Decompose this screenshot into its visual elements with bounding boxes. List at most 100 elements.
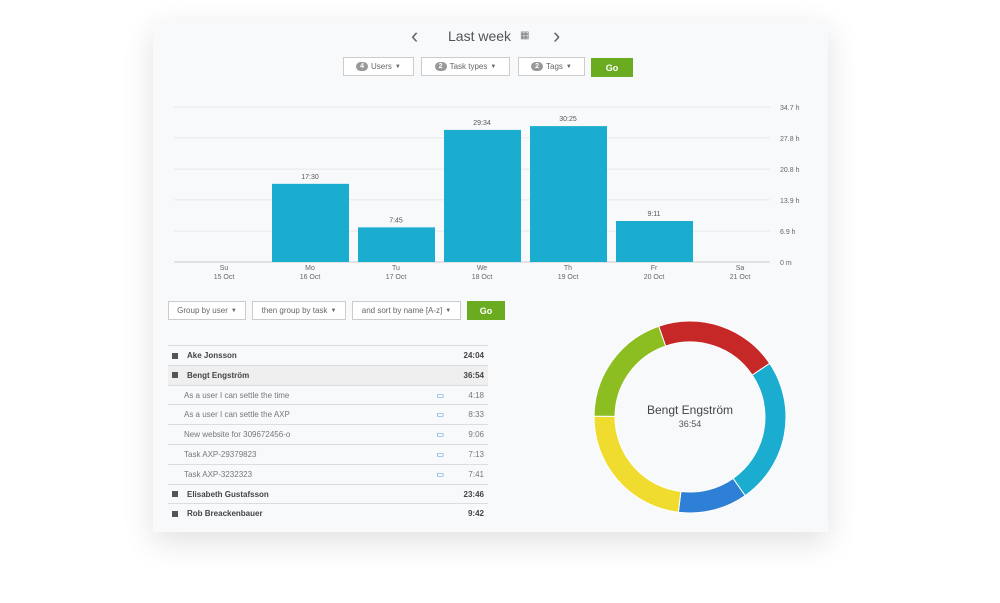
bar[interactable] bbox=[272, 183, 349, 262]
donut-subtitle: 36:54 bbox=[679, 419, 702, 429]
bar-value-label: 30:25 bbox=[559, 116, 577, 123]
tags-label: Tags bbox=[546, 62, 563, 71]
then-group-select[interactable]: then group by task ▼ bbox=[252, 301, 346, 320]
caret-down-icon: ▼ bbox=[330, 307, 337, 314]
x-date-label: 18 Oct bbox=[472, 274, 493, 281]
comment-icon[interactable]: ▭ bbox=[436, 469, 444, 479]
expand-icon[interactable] bbox=[172, 372, 178, 379]
user-row[interactable]: Bengt Engström 36:54 bbox=[168, 364, 488, 385]
comment-icon[interactable]: ▭ bbox=[436, 410, 444, 420]
x-date-label: 15 Oct bbox=[214, 274, 235, 281]
row-name: Bengt Engström bbox=[187, 370, 250, 380]
next-week-button[interactable]: › bbox=[553, 23, 561, 48]
caret-down-icon: ▼ bbox=[490, 63, 497, 70]
x-date-label: 19 Oct bbox=[558, 274, 579, 281]
user-row[interactable]: Ake Jonsson 24:04 bbox=[168, 345, 488, 365]
task-types-label: Task types bbox=[449, 62, 488, 71]
task-row[interactable]: As a user I can settle the time ▭ 4:18 bbox=[168, 384, 488, 405]
x-day-label: Tu bbox=[392, 265, 400, 272]
donut-segment[interactable] bbox=[677, 477, 746, 514]
y-tick-label: 0 m bbox=[780, 260, 792, 267]
user-row[interactable]: Elisabeth Gustafsson 23:46 bbox=[168, 483, 488, 504]
x-day-label: Th bbox=[564, 265, 572, 272]
x-day-label: We bbox=[477, 265, 487, 272]
caret-down-icon: ▼ bbox=[394, 63, 401, 70]
x-date-label: 21 Oct bbox=[730, 274, 751, 281]
comment-icon[interactable]: ▭ bbox=[436, 390, 444, 400]
row-name: As a user I can settle the time bbox=[184, 390, 290, 400]
caret-down-icon: ▼ bbox=[445, 307, 452, 314]
report-card: ‹ Last week ▦ › 4 Users ▼ 2 Task types ▼ 2 Ta… bbox=[153, 20, 828, 532]
group-by-label: Group by user bbox=[177, 306, 228, 315]
prev-week-button[interactable]: ‹ bbox=[411, 23, 419, 48]
donut-title: Bengt Engström bbox=[647, 403, 733, 417]
row-name: Elisabeth Gustafsson bbox=[187, 489, 269, 499]
caret-down-icon: ▼ bbox=[565, 63, 572, 70]
donut-segment[interactable] bbox=[593, 325, 667, 417]
row-time: 24:04 bbox=[463, 351, 484, 360]
users-filter[interactable]: 4 Users ▼ bbox=[343, 57, 414, 76]
x-date-label: 17 Oct bbox=[386, 274, 407, 281]
group-go-button[interactable]: Go bbox=[467, 301, 505, 320]
x-day-label: Sa bbox=[736, 265, 745, 272]
row-name: Rob Breackenbauer bbox=[187, 509, 263, 519]
y-tick-label: 13.9 h bbox=[780, 198, 800, 205]
row-name: New website for 309672456-o bbox=[184, 430, 291, 440]
row-name: Ake Jonsson bbox=[187, 351, 237, 360]
row-name: Task AXP-3232323 bbox=[184, 469, 253, 479]
caret-down-icon: ▼ bbox=[230, 307, 237, 314]
row-time: 7:41 bbox=[468, 469, 484, 479]
task-row[interactable]: Task AXP-3232323 ▭ 7:41 bbox=[168, 463, 488, 484]
users-label: Users bbox=[371, 62, 392, 71]
bar-value-label: 17:30 bbox=[301, 174, 319, 181]
y-tick-label: 34.7 h bbox=[780, 105, 800, 112]
bar[interactable] bbox=[444, 129, 521, 262]
tags-count: 2 bbox=[531, 62, 544, 71]
expand-icon[interactable] bbox=[172, 491, 178, 498]
comment-icon[interactable]: ▭ bbox=[436, 450, 444, 459]
y-tick-label: 20.8 h bbox=[780, 167, 800, 174]
task-row[interactable]: As a user I can settle the AXP ▭ 8:33 bbox=[168, 404, 488, 424]
row-time: 8:33 bbox=[468, 410, 484, 420]
task-types-filter[interactable]: 2 Task types ▼ bbox=[421, 57, 510, 76]
expand-icon[interactable] bbox=[172, 352, 178, 359]
x-day-label: Mo bbox=[305, 265, 315, 272]
x-day-label: Su bbox=[220, 265, 229, 272]
row-time: 4:18 bbox=[468, 390, 484, 400]
bar-value-label: 9:11 bbox=[647, 211, 660, 218]
donut-segment[interactable] bbox=[658, 320, 771, 376]
bar-chart: 0 m 6.9 h 13.9 h 20.8 h 27.8 h 34.7 h Su 15 Oct… bbox=[174, 105, 800, 281]
donut-segment[interactable] bbox=[732, 362, 787, 497]
row-time: 9:42 bbox=[467, 509, 484, 519]
task-row[interactable]: New website for 309672456-o ▭ 9:06 bbox=[168, 424, 488, 444]
task-types-count: 2 bbox=[434, 62, 447, 71]
row-name: As a user I can settle the AXP bbox=[184, 410, 290, 420]
tags-filter[interactable]: 2 Tags ▼ bbox=[518, 57, 585, 76]
bar[interactable] bbox=[530, 126, 607, 262]
then-group-label: then group by task bbox=[261, 306, 328, 315]
donut-segment[interactable] bbox=[593, 415, 682, 513]
row-time: 7:13 bbox=[468, 450, 484, 459]
expand-icon[interactable] bbox=[172, 510, 178, 517]
bar-value-label: 29:34 bbox=[473, 120, 491, 127]
go-button[interactable]: Go bbox=[591, 58, 633, 77]
user-row[interactable]: Rob Breackenbauer 9:42 bbox=[168, 503, 488, 523]
bar-value-label: 7:45 bbox=[389, 217, 403, 224]
group-by-select[interactable]: Group by user ▼ bbox=[168, 301, 246, 320]
period-title: Last week bbox=[448, 28, 512, 44]
bar[interactable] bbox=[358, 227, 435, 262]
bar[interactable] bbox=[616, 220, 693, 262]
y-tick-label: 27.8 h bbox=[780, 136, 800, 143]
comment-icon[interactable]: ▭ bbox=[436, 430, 444, 440]
task-row[interactable]: Task AXP-29379823 ▭ 7:13 bbox=[168, 444, 488, 464]
y-tick-label: 6.9 h bbox=[780, 229, 796, 236]
x-day-label: Fr bbox=[651, 265, 658, 272]
donut-chart: Bengt Engström 36:54 bbox=[593, 320, 787, 514]
users-count: 4 bbox=[356, 62, 369, 71]
row-time: 9:06 bbox=[468, 430, 484, 440]
sort-label: and sort by name [A-z] bbox=[361, 306, 443, 315]
sort-select[interactable]: and sort by name [A-z] ▼ bbox=[352, 301, 461, 320]
row-time: 36:54 bbox=[463, 370, 484, 380]
x-date-label: 16 Oct bbox=[300, 274, 321, 281]
calendar-icon[interactable]: ▦ bbox=[520, 30, 530, 41]
